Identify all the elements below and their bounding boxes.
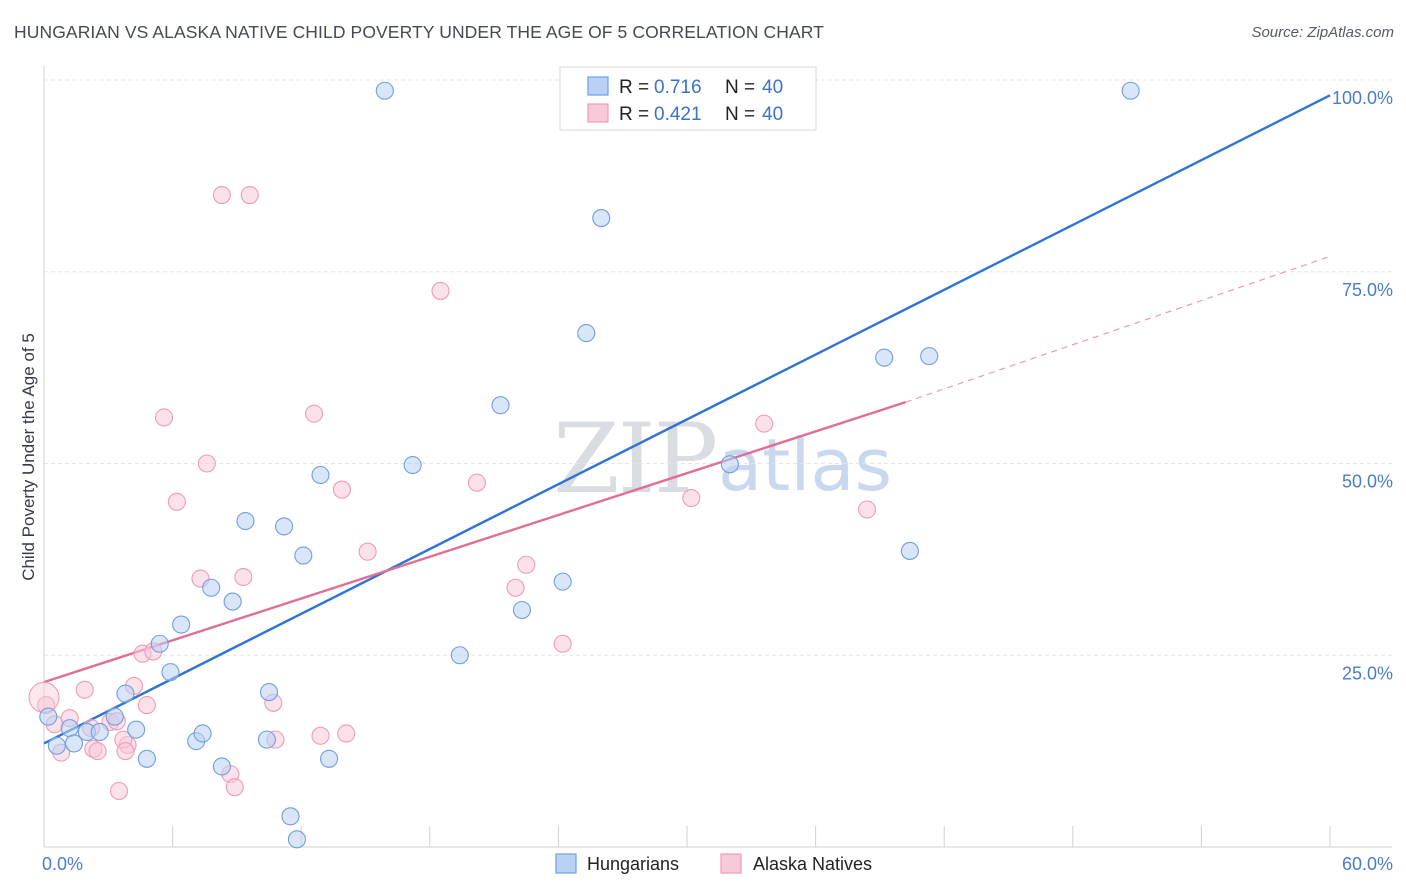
data-points <box>28 81 1140 849</box>
legend-r-value-2: 0.421 <box>654 104 702 125</box>
legend-r-value-1: 0.716 <box>654 77 702 98</box>
legend-r-label-1: R = <box>619 77 649 98</box>
point-hungarians-0 <box>39 707 58 726</box>
point-alaska-natives-29 <box>305 404 324 423</box>
point-alaska-natives-31 <box>332 480 351 499</box>
point-alaska-natives-16 <box>137 696 156 715</box>
point-hungarians-35 <box>875 348 894 367</box>
legend-swatch-hungarians <box>587 76 609 96</box>
legend-n-label-2: N = <box>725 104 755 125</box>
point-hungarians-28 <box>450 646 469 665</box>
point-hungarians-26 <box>375 81 394 100</box>
point-hungarians-9 <box>150 634 169 653</box>
point-alaska-natives-32 <box>337 724 356 743</box>
point-hungarians-22 <box>287 830 306 849</box>
legend-n-label-1: N = <box>725 77 755 98</box>
point-alaska-natives-18 <box>154 408 174 427</box>
point-alaska-natives-4 <box>75 680 94 699</box>
point-alaska-natives-36 <box>506 578 525 597</box>
legend-n-value-2: 40 <box>762 104 783 125</box>
point-hungarians-18 <box>257 730 276 749</box>
point-hungarians-13 <box>193 724 212 743</box>
point-hungarians-32 <box>577 324 596 343</box>
point-alaska-natives-33 <box>358 542 377 561</box>
point-alaska-natives-40 <box>755 414 774 433</box>
point-alaska-natives-25 <box>234 567 253 587</box>
point-hungarians-21 <box>281 807 300 826</box>
point-hungarians-11 <box>172 615 191 634</box>
point-hungarians-6 <box>116 684 135 703</box>
point-alaska-natives-41 <box>857 500 877 519</box>
point-hungarians-19 <box>259 683 279 702</box>
watermark-atlas: atlas <box>718 423 892 507</box>
point-hungarians-27 <box>403 455 422 475</box>
point-alaska-natives-35 <box>467 473 487 492</box>
point-hungarians-31 <box>553 572 572 591</box>
correlation-legend: R = 0.716 N = 40 R = 0.421 N = 40 <box>559 66 817 131</box>
point-hungarians-38 <box>1121 81 1140 100</box>
point-alaska-natives-42 <box>28 681 60 713</box>
point-hungarians-14 <box>202 578 221 597</box>
point-alaska-natives-30 <box>311 726 330 745</box>
point-hungarians-37 <box>920 347 939 366</box>
x-tick-label-start: 0.0% <box>42 854 83 874</box>
point-alaska-natives-39 <box>682 488 701 508</box>
bottom-legend-swatch-alaska-natives <box>720 853 742 874</box>
legend-r-label-2: R = <box>619 104 649 125</box>
trend-lines <box>43 94 1331 745</box>
bottom-legend-alaska-natives: Alaska Natives <box>753 854 872 874</box>
tick-labels: 25.0% 50.0% 75.0% 100.0% 0.0% 60.0% <box>42 88 1393 874</box>
point-hungarians-15 <box>212 757 231 776</box>
point-hungarians-29 <box>491 396 510 415</box>
trend-dashed-1 <box>905 255 1331 403</box>
point-alaska-natives-22 <box>212 186 231 205</box>
point-alaska-natives-11 <box>109 781 129 801</box>
y-tick-label-50: 50.0% <box>1342 472 1393 492</box>
legend-swatch-alaska-natives <box>587 103 609 123</box>
point-hungarians-34 <box>720 455 739 474</box>
y-tick-label-25: 25.0% <box>1342 663 1393 683</box>
bottom-legend-swatch-hungarians <box>555 853 577 874</box>
point-alaska-natives-37 <box>517 555 536 574</box>
point-hungarians-24 <box>311 465 330 485</box>
series-legend: Hungarians Alaska Natives <box>555 853 872 874</box>
source-label: Source: ZipAtlas.com <box>1251 24 1394 41</box>
trend-line-1 <box>43 400 906 684</box>
point-alaska-natives-26 <box>240 186 259 205</box>
legend-n-value-1: 40 <box>762 77 783 98</box>
point-hungarians-17 <box>236 511 255 531</box>
point-alaska-natives-13 <box>116 742 135 761</box>
point-hungarians-7 <box>127 720 146 739</box>
point-hungarians-36 <box>900 541 919 560</box>
trend-line-0 <box>43 94 1331 745</box>
point-hungarians-20 <box>275 517 294 536</box>
point-hungarians-25 <box>320 749 339 768</box>
x-tick-label-end: 60.0% <box>1342 854 1393 874</box>
point-hungarians-5 <box>105 707 124 726</box>
point-hungarians-30 <box>512 600 532 620</box>
point-alaska-natives-24 <box>225 778 244 797</box>
point-alaska-natives-21 <box>197 454 216 473</box>
bottom-legend-hungarians: Hungarians <box>587 854 679 874</box>
point-hungarians-8 <box>137 749 156 768</box>
chart-title: HUNGARIAN VS ALASKA NATIVE CHILD POVERTY… <box>14 22 824 42</box>
point-hungarians-33 <box>592 209 611 228</box>
point-hungarians-1 <box>60 719 79 738</box>
y-axis-label: Child Poverty Under the Age of 5 <box>19 333 38 581</box>
point-hungarians-16 <box>223 592 242 611</box>
y-tick-label-75: 75.0% <box>1342 280 1393 300</box>
point-hungarians-10 <box>161 663 180 682</box>
point-alaska-natives-38 <box>553 634 572 653</box>
point-alaska-natives-34 <box>431 281 450 300</box>
y-tick-label-100: 100.0% <box>1332 88 1393 108</box>
point-hungarians-4 <box>90 722 109 742</box>
point-hungarians-39 <box>47 736 66 755</box>
point-hungarians-23 <box>294 546 313 565</box>
point-alaska-natives-19 <box>167 492 186 511</box>
point-alaska-natives-7 <box>88 742 107 761</box>
